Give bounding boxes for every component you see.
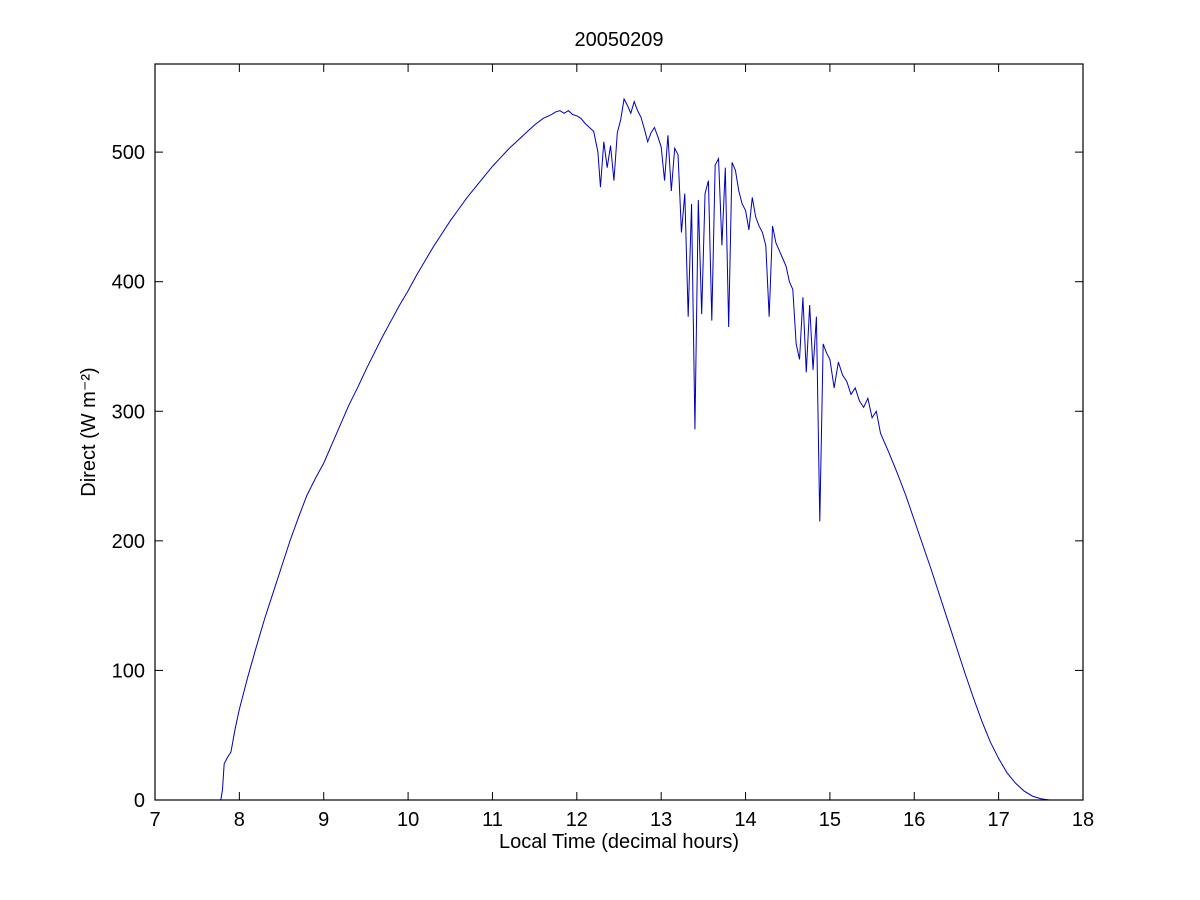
plot-frame (154, 63, 1084, 801)
x-tick-label: 12 (566, 809, 588, 831)
x-tick-label: 13 (650, 809, 672, 831)
y-tick-label: 500 (112, 142, 145, 164)
x-tick-label: 18 (1072, 809, 1094, 831)
x-tick-label: 14 (734, 809, 756, 831)
y-tick-label: 0 (134, 790, 145, 812)
x-tick-label: 8 (234, 809, 245, 831)
axis-tick-labels: 7 8 9 10 11 12 13 14 15 16 17 18 0 100 200 300 400 500 (112, 142, 1095, 831)
y-tick-label: 200 (112, 531, 145, 553)
x-tick-label: 16 (903, 809, 925, 831)
x-tick-label: 17 (988, 809, 1010, 831)
y-tick-label: 300 (112, 401, 145, 423)
x-axis-label: Local Time (decimal hours) (499, 831, 739, 853)
plot-background (155, 64, 1083, 800)
x-tick-label: 10 (397, 809, 419, 831)
x-tick-label: 15 (819, 809, 841, 831)
y-tick-label: 400 (112, 272, 145, 294)
plot-title: 20050209 (575, 29, 664, 51)
y-tick-label: 100 (112, 660, 145, 682)
data-series-line (214, 97, 1050, 801)
x-tick-label: 11 (482, 809, 503, 831)
x-tick-label: 9 (318, 809, 329, 831)
y-axis-label: Direct (W m⁻²) (78, 367, 100, 496)
x-tick-label: 7 (149, 809, 160, 831)
